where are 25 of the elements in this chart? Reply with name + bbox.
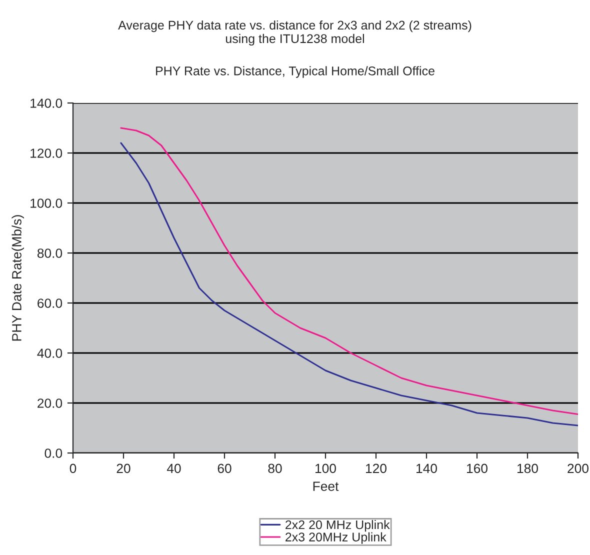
x-tick-label: 140 <box>416 464 437 474</box>
x-tick-label: 0 <box>70 464 76 474</box>
y-tick-label: 20.0 <box>38 398 62 408</box>
legend-label: 2x2 20 MHz Uplink <box>286 520 390 532</box>
x-tick-label: 160 <box>467 464 488 474</box>
y-axis-title: PHY Date Rate(Mb/s) <box>12 215 24 341</box>
y-tick-label: 60.0 <box>38 298 62 308</box>
x-tick-label: 180 <box>518 464 538 474</box>
y-tick-label: 100.0 <box>30 198 62 208</box>
x-axis-title: Feet <box>313 482 339 491</box>
chart-subtitle: PHY Rate vs. Distance, Typical Home/Small Office <box>156 66 434 78</box>
y-tick-label: 140.0 <box>30 98 62 108</box>
y-tick-label: 40.0 <box>37 348 62 358</box>
x-tick-label: 100 <box>316 464 336 474</box>
x-tick-label: 20 <box>116 464 130 474</box>
x-tick-label: 200 <box>568 464 588 474</box>
y-tick-label: 80.0 <box>37 248 62 258</box>
x-tick-label: 40 <box>166 464 181 474</box>
chart-title: Average PHY data rate vs. distance for 2x3 and 2x2 (2 streams) using the ITU1238 model <box>118 20 472 46</box>
x-tick-label: 80 <box>268 464 282 474</box>
legend-label: 2x3 20MHz Uplink <box>286 532 386 544</box>
x-tick-label: 60 <box>218 464 232 474</box>
x-tick-label: 120 <box>366 464 386 474</box>
y-tick-label: 0.0 <box>44 448 62 458</box>
y-tick-label: 120.0 <box>30 148 62 158</box>
